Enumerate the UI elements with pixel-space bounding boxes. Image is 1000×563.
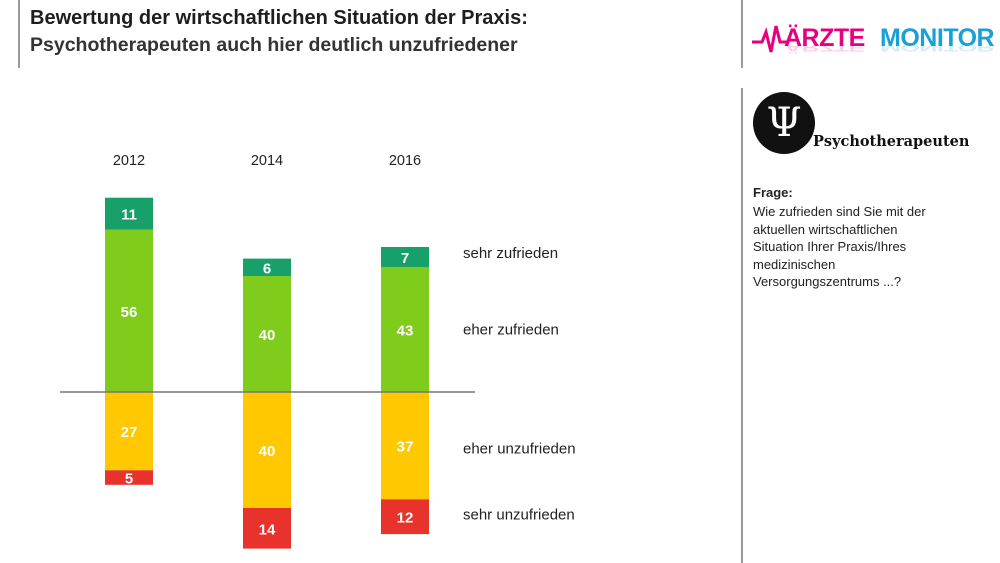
bar-segment-sehr-unzufrieden-2016	[381, 499, 429, 535]
value-label: 56	[121, 304, 138, 321]
value-label: 43	[397, 323, 414, 340]
bar-segment-sehr-unzufrieden-2014	[243, 508, 291, 549]
heartbeat-icon	[752, 25, 788, 53]
chart-title: Bewertung der wirtschaftlichen Situation…	[30, 7, 528, 29]
legend-label-eher-zufrieden: eher zufrieden	[463, 322, 559, 339]
logo-text-monitor: MONITOR	[880, 24, 995, 52]
bar-segment-sehr-unzufrieden-2012	[105, 470, 153, 485]
question-heading: Frage:	[753, 185, 793, 200]
bar-segment-sehr-zufrieden-2012	[105, 197, 153, 230]
header-divider	[741, 0, 743, 68]
bar-segment-eher-zufrieden-2012	[105, 229, 153, 392]
value-label: 40	[259, 327, 276, 344]
bar-segment-sehr-zufrieden-2016	[381, 247, 429, 268]
title-accent-bar	[18, 0, 20, 68]
bar-segment-eher-unzufrieden-2012	[105, 392, 153, 471]
value-label: 37	[397, 439, 414, 456]
diverging-bar-chart: 56 11 2012 27 5 40 6 2014 40 14 43 7 2016 37 12 sehr zu…	[60, 153, 576, 549]
psi-symbol-icon: Ψ	[753, 92, 815, 154]
sidebar-divider	[741, 88, 743, 563]
value-label: 11	[121, 207, 137, 224]
value-label: 12	[397, 510, 414, 527]
legend-label-sehr-unzufrieden: sehr unzufrieden	[463, 507, 575, 524]
legend-label-eher-unzufrieden: eher unzufrieden	[463, 441, 576, 458]
category-label-2014: 2014	[251, 153, 283, 169]
bar-segment-sehr-zufrieden-2014	[243, 258, 291, 276]
legend-label-sehr-zufrieden: sehr zufrieden	[463, 245, 558, 262]
logo-text-aerzte: ÄRZTE	[784, 24, 865, 52]
value-label: 6	[263, 260, 271, 277]
value-label: 40	[259, 443, 276, 460]
category-label-2016: 2016	[389, 153, 421, 169]
question-text: Wie zufrieden sind Sie mit der aktuellen…	[753, 204, 926, 289]
value-label: 14	[259, 521, 276, 538]
category-label-2012: 2012	[113, 153, 145, 169]
logo-reflection-aerzte: ÄRZTE	[784, 41, 865, 54]
value-label: 5	[125, 471, 133, 488]
group-label: Psychotherapeuten	[813, 133, 970, 150]
bar-segment-eher-unzufrieden-2014	[243, 392, 291, 508]
chart-subtitle: Psychotherapeuten auch hier deutlich unz…	[30, 34, 518, 56]
logo-reflection-monitor: MONITOR	[880, 41, 995, 54]
value-label: 7	[401, 250, 409, 267]
value-label: 27	[121, 424, 138, 441]
aerztemonitor-logo: ÄRZTE MONITOR ÄRZTE MONITOR	[752, 14, 995, 64]
bar-segment-eher-zufrieden-2016	[381, 267, 429, 392]
bar-segment-eher-zufrieden-2014	[243, 276, 291, 392]
bar-segment-eher-unzufrieden-2016	[381, 392, 429, 500]
